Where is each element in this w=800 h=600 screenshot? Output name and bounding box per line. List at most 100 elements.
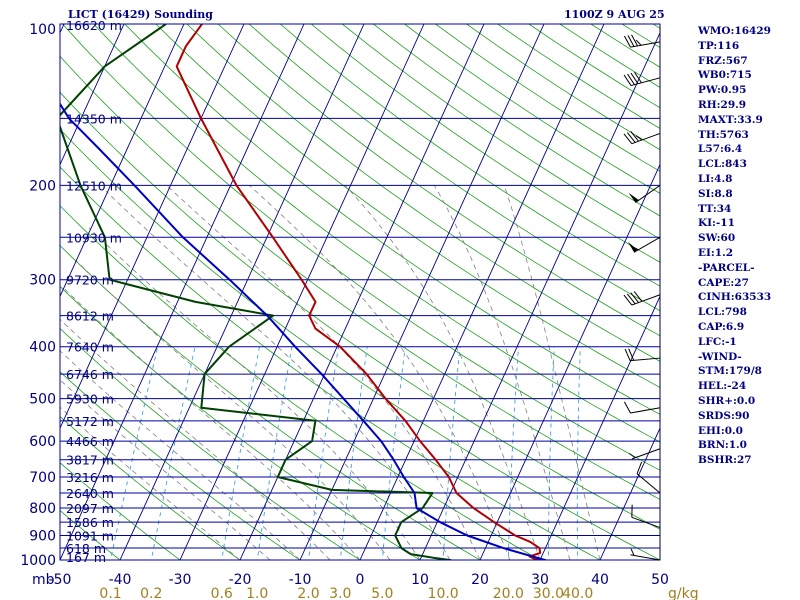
height-label: 9720 m bbox=[66, 273, 114, 288]
isotherm bbox=[299, 24, 545, 560]
sounding-index: SRDS:90 bbox=[698, 409, 750, 422]
barb-staff bbox=[631, 294, 661, 306]
mixing-ratio-tick: 40.0 bbox=[562, 586, 593, 600]
sounding-index: BSHR:27 bbox=[698, 454, 752, 467]
mixing-ratio-tick: 5.0 bbox=[371, 586, 393, 600]
pressure-label: 400 bbox=[29, 340, 56, 356]
height-label: 7640 m bbox=[66, 340, 114, 355]
sounding-index: EHI:0.0 bbox=[698, 424, 743, 437]
moist-adiabat bbox=[166, 185, 481, 560]
isotherm bbox=[60, 24, 125, 166]
dry-adiabat bbox=[60, 327, 361, 560]
pressure-label: 900 bbox=[29, 528, 56, 544]
barb-feather bbox=[623, 74, 632, 86]
height-label: 5930 m bbox=[66, 392, 114, 407]
barb-feather bbox=[634, 71, 642, 84]
mixing-ratio-line bbox=[339, 346, 368, 560]
isotherm bbox=[479, 163, 660, 560]
isotherm bbox=[0, 24, 4, 560]
chart-timestamp: 1100Z 9 AUG 25 bbox=[564, 8, 665, 21]
height-label: 167 m bbox=[66, 550, 106, 565]
pressure-label: 200 bbox=[29, 178, 56, 194]
barb-staff bbox=[636, 473, 661, 494]
isotherm bbox=[419, 31, 660, 560]
barb-feather bbox=[628, 348, 635, 361]
barb-staff bbox=[630, 357, 661, 362]
dry-adiabat bbox=[60, 285, 421, 560]
mixing-ratio-line bbox=[150, 346, 196, 560]
barb-feather bbox=[631, 34, 638, 47]
sounding-index: CINH:63533 bbox=[698, 291, 772, 304]
sounding-index: SW:60 bbox=[698, 232, 736, 245]
pressure-label: 100 bbox=[29, 22, 56, 38]
height-label: 8612 m bbox=[66, 309, 114, 324]
height-label: 2097 m bbox=[66, 501, 114, 516]
moist-adiabat bbox=[503, 185, 601, 560]
dry-adiabat bbox=[60, 462, 181, 560]
mixing-ratio-tick: 0.6 bbox=[211, 586, 233, 600]
mixing-ratio-line bbox=[576, 346, 581, 560]
wind-barb bbox=[629, 448, 661, 460]
dry-adiabat bbox=[60, 205, 541, 560]
wind-barb bbox=[624, 348, 661, 362]
dry-adiabat bbox=[155, 24, 660, 388]
dry-adiabat bbox=[60, 244, 481, 560]
height-label: 16620 m bbox=[66, 18, 122, 33]
sounding-index: STM:179/8 bbox=[698, 365, 762, 378]
sounding-index: LI:4.8 bbox=[698, 172, 733, 185]
moist-adiabat bbox=[60, 350, 301, 560]
temperature-tick: -50 bbox=[49, 572, 72, 588]
plot-frame bbox=[59, 23, 661, 561]
isotherm bbox=[179, 24, 425, 560]
moist-adiabat bbox=[60, 318, 331, 560]
barb-feather bbox=[623, 133, 633, 144]
pressure-label: 500 bbox=[29, 392, 56, 408]
barb-feather bbox=[635, 39, 642, 46]
isotherm bbox=[539, 295, 660, 560]
moist-adiabat bbox=[74, 259, 391, 560]
sounding-index: FRZ:567 bbox=[698, 54, 748, 67]
sounding-index: SI:8.8 bbox=[698, 187, 733, 200]
mixing-ratio-line bbox=[308, 346, 339, 560]
temperature-tick: 10 bbox=[411, 572, 429, 588]
dry-adiabat bbox=[60, 91, 660, 530]
isotherm bbox=[60, 24, 305, 560]
barb-staff bbox=[630, 554, 661, 561]
isotherm bbox=[359, 24, 605, 560]
sounding-index: RH:29.9 bbox=[698, 98, 747, 111]
barb-staff bbox=[630, 41, 661, 48]
grid-lines bbox=[0, 24, 660, 560]
barb-feather bbox=[626, 293, 636, 305]
dry-adiabat bbox=[93, 24, 660, 443]
sounding-indices: WMO:16429 TP:116 FRZ:567 WB0:715 PW:0.95 RH:2… bbox=[698, 24, 771, 468]
barb-staff bbox=[630, 407, 661, 414]
barb-feather bbox=[624, 348, 631, 361]
dry-adiabat bbox=[60, 166, 601, 560]
height-label: 6746 m bbox=[66, 367, 114, 382]
temperature-line bbox=[175, 24, 543, 560]
temperature-tick: -10 bbox=[289, 572, 312, 588]
mixing-ratio-tick: 2.0 bbox=[297, 586, 319, 600]
temperature-tick: 20 bbox=[471, 572, 489, 588]
sounding-index: L57:6.4 bbox=[698, 143, 743, 156]
pressure-label: 700 bbox=[29, 470, 56, 486]
sounding-index: WB0:715 bbox=[698, 69, 752, 82]
sounding-index: WMO:16429 bbox=[698, 25, 771, 37]
pressure-label: 600 bbox=[29, 434, 56, 450]
sounding-index: TT:34 bbox=[698, 202, 732, 215]
sounding-index: LCL:843 bbox=[698, 158, 747, 171]
mixing-ratio-tick: 30.0 bbox=[533, 586, 564, 600]
barb-feather bbox=[627, 73, 635, 85]
sounding-index: HEL:-24 bbox=[698, 380, 747, 393]
wind-barb bbox=[631, 504, 661, 529]
sounding-index: BRN:1.0 bbox=[698, 439, 747, 452]
temperature-tick: -20 bbox=[229, 572, 252, 588]
mixing-ratio-tick: 20.0 bbox=[493, 586, 524, 600]
sounding-index: -WIND- bbox=[698, 350, 742, 363]
barb-feather bbox=[623, 35, 631, 48]
isotherm bbox=[60, 24, 245, 430]
barb-pennant bbox=[628, 192, 639, 203]
height-label: 3216 m bbox=[66, 470, 114, 485]
